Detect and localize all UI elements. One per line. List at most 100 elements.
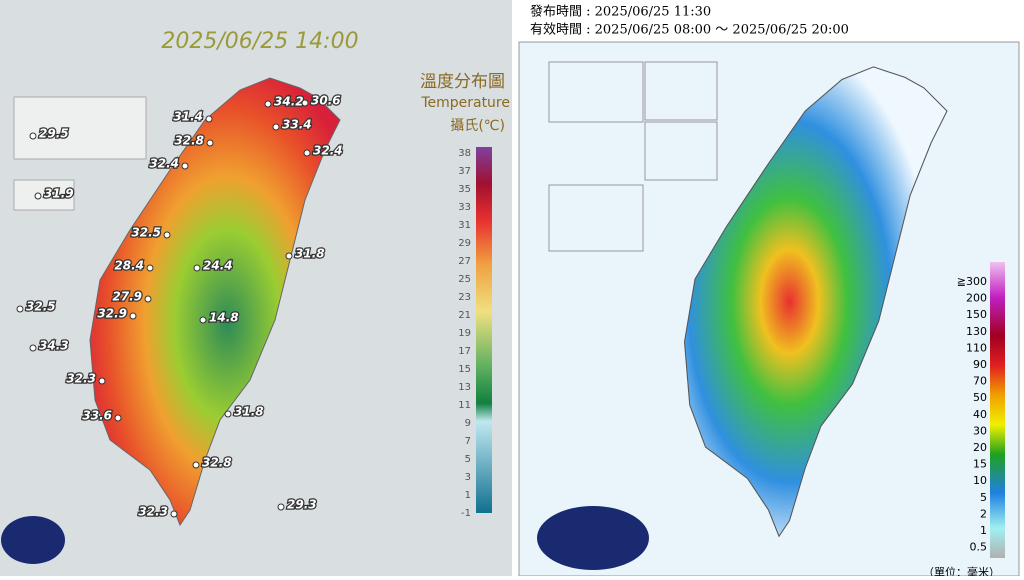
station-temp: 31.8 (234, 405, 264, 419)
legend-label: 38 (458, 148, 471, 159)
legend-label: 5 (465, 454, 471, 465)
station-dot (29, 132, 37, 140)
station-temp: 29.3 (287, 498, 317, 512)
station-dot (264, 100, 272, 108)
legend-label: 25 (458, 274, 471, 285)
legend-label: -1 (461, 508, 471, 519)
station-temp: 32.4 (149, 157, 179, 171)
station-temp: 14.8 (209, 311, 239, 325)
station-temp: 32.9 (97, 307, 127, 321)
station-temp: 32.5 (26, 300, 56, 314)
station-dot (193, 264, 201, 272)
legend-label: 30 (973, 424, 987, 437)
station-dot (129, 312, 137, 320)
legend-label: 90 (973, 358, 987, 371)
legend-label: 0.5 (970, 541, 988, 554)
legend-label: 1 (465, 490, 471, 501)
station-temp: 24.4 (203, 259, 233, 273)
station-temp: 32.3 (138, 505, 168, 519)
inset (548, 184, 644, 252)
station-temp: 33.4 (282, 118, 312, 132)
station-dot (277, 503, 285, 511)
station-dot (192, 461, 200, 469)
legend-label: 110 (966, 341, 987, 354)
inset (644, 61, 718, 121)
legend-label: 27 (458, 256, 471, 267)
legend-label: 50 (973, 391, 987, 404)
station-temp: 31.4 (173, 110, 203, 124)
legend-subtitle: Temperature (420, 95, 510, 111)
legend-label: 200 (966, 292, 987, 305)
station-dot (163, 231, 171, 239)
legend-label: 15 (458, 364, 471, 375)
valid-time: 有效時間 : 2025/06/25 08:00 ～ 2025/06/25 20:… (530, 23, 849, 38)
station-dot (206, 139, 214, 147)
station-dot (205, 115, 213, 123)
station-temp: 32.8 (174, 134, 204, 148)
legend-label: 15 (973, 458, 987, 471)
station-dot (98, 377, 106, 385)
legend-bar (990, 262, 1005, 558)
station-dot (34, 192, 42, 200)
station-temp: 31.8 (295, 247, 325, 261)
legend-label: 23 (458, 292, 471, 303)
legend-unit: 攝氏(℃) (450, 118, 505, 134)
station-dot (144, 295, 152, 303)
legend-unit: （單位：毫米） (923, 565, 1000, 576)
station-dot (285, 252, 293, 260)
station-dot (224, 410, 232, 418)
legend-label: 1 (980, 524, 987, 537)
station-temp: 31.9 (44, 187, 74, 201)
legend-label: 150 (966, 308, 987, 321)
logo (537, 506, 649, 570)
station-dot (303, 149, 311, 157)
station-dot (181, 162, 189, 170)
legend-label: 10 (973, 474, 987, 487)
legend-label: 33 (458, 202, 471, 213)
map-time: 2025/06/25 14:00 (161, 29, 358, 54)
station-temp: 29.5 (39, 127, 69, 141)
station-dot (301, 99, 309, 107)
station-dot (146, 264, 154, 272)
legend-bar (476, 147, 492, 513)
legend-label: 40 (973, 408, 987, 421)
legend-label: 19 (458, 328, 471, 339)
legend-label: 3 (465, 472, 471, 483)
legend-label: 7 (465, 436, 471, 447)
inset (644, 121, 718, 181)
legend-label: 20 (973, 441, 987, 454)
station-dot (16, 305, 24, 313)
inset (13, 96, 147, 160)
legend-label: 37 (458, 166, 471, 177)
legend-label: 2 (980, 507, 987, 520)
legend-label: 70 (973, 375, 987, 388)
station-temp: 28.4 (114, 259, 144, 273)
legend-label: 31 (458, 220, 471, 231)
legend-label: 9 (465, 418, 471, 429)
legend-title: 溫度分布圖 (420, 72, 505, 92)
station-temp: 30.6 (311, 94, 341, 108)
issued-time: 發布時間 : 2025/06/25 11:30 (530, 5, 711, 20)
station-dot (272, 123, 280, 131)
station-temp: 32.5 (131, 226, 161, 240)
station-temp: 34.3 (39, 339, 69, 353)
legend-label: ≧300 (957, 275, 987, 288)
legend-label: 29 (458, 238, 471, 249)
legend-label: 35 (458, 184, 471, 195)
station-temp: 27.9 (112, 290, 142, 304)
legend-label: 11 (458, 400, 471, 411)
legend-label: 17 (458, 346, 471, 357)
station-dot (29, 344, 37, 352)
station-temp: 32.8 (202, 456, 232, 470)
station-dot (170, 510, 178, 518)
legend-label: 130 (966, 325, 987, 338)
station-temp: 32.4 (313, 144, 343, 158)
station-temp: 32.3 (66, 372, 96, 386)
legend-label: 5 (980, 491, 987, 504)
logo (1, 516, 65, 564)
station-dot (114, 414, 122, 422)
station-dot (199, 316, 207, 324)
legend-label: 21 (458, 310, 471, 321)
station-temp: 33.6 (82, 409, 112, 423)
